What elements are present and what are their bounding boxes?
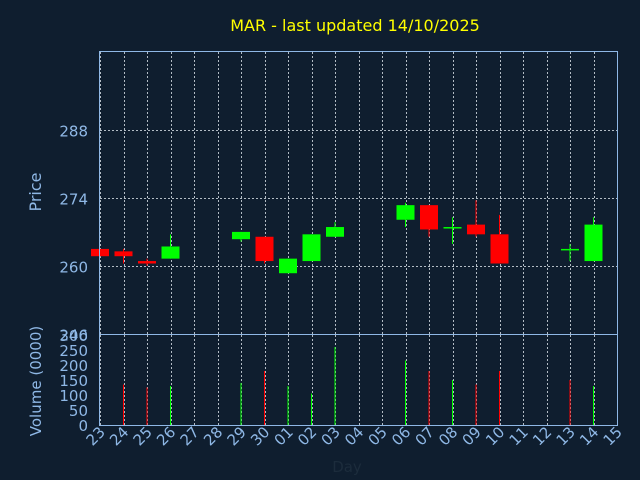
day-tick-label: 10 <box>482 423 508 449</box>
candle-body <box>302 234 321 262</box>
day-tick-label: 04 <box>341 423 367 449</box>
day-tick-label: 06 <box>388 423 414 449</box>
day-tick-label: 03 <box>318 423 344 449</box>
candle-body <box>443 227 462 229</box>
volume-tick-label: 200 <box>59 357 88 375</box>
candle-body <box>326 227 344 237</box>
candle-body <box>584 224 603 262</box>
price-grid <box>100 52 618 335</box>
price-tick-label: 260 <box>59 259 88 277</box>
day-tick-labels: 2324252627282930010203040506070809101112… <box>83 423 626 449</box>
volume-tick-label: 150 <box>59 372 88 390</box>
candle-body <box>232 231 250 240</box>
volume-tick-label: 50 <box>69 402 88 420</box>
candle-body <box>138 261 156 264</box>
volume-axis-label: Volume (0000) <box>27 326 45 436</box>
day-tick-label: 28 <box>200 423 226 449</box>
day-tick-label: 14 <box>576 423 602 449</box>
day-tick-label: 01 <box>271 423 297 449</box>
candle-body <box>490 234 509 264</box>
volume-tick-label: 300 <box>59 327 88 345</box>
volume-plot-frame <box>99 334 618 426</box>
volume-tick-label: 0 <box>78 417 88 435</box>
price-tick-label: 274 <box>59 191 88 209</box>
day-tick-label: 08 <box>435 423 461 449</box>
chart-title: MAR - last updated 14/10/2025 <box>230 16 480 35</box>
candle-body <box>467 224 485 235</box>
day-tick-label: 30 <box>247 423 273 449</box>
day-tick-label: 05 <box>365 423 391 449</box>
candle-body <box>561 248 579 251</box>
day-tick-label: 07 <box>412 423 438 449</box>
price-axis-label: Price <box>26 172 45 211</box>
price-tick-label: 288 <box>59 123 88 141</box>
day-tick-label: 25 <box>130 423 156 449</box>
day-tick-label: 27 <box>177 423 203 449</box>
day-axis-label: Day <box>332 458 362 476</box>
day-tick-label: 29 <box>224 423 250 449</box>
volume-grid <box>100 335 618 425</box>
day-tick-label: 13 <box>553 423 579 449</box>
day-tick-label: 11 <box>506 423 532 449</box>
candle-body <box>420 205 438 230</box>
candle-body <box>255 236 274 262</box>
day-tick-label: 02 <box>294 423 320 449</box>
day-tick-label: 24 <box>106 423 132 449</box>
candlestick-series <box>91 200 603 274</box>
volume-series <box>123 347 594 425</box>
candle-body <box>114 251 133 257</box>
day-tick-label: 26 <box>153 423 179 449</box>
day-tick-label: 09 <box>459 423 485 449</box>
price-plot-frame <box>99 51 618 335</box>
volume-tick-label: 250 <box>59 342 88 360</box>
day-tick-label: 15 <box>600 423 626 449</box>
price-tick-labels: 246 260 274 288 <box>59 123 88 345</box>
price-tick-label: 246 <box>59 327 88 345</box>
candle-body <box>161 246 180 259</box>
candle-body <box>396 205 415 220</box>
day-tick-label: 12 <box>529 423 555 449</box>
volume-tick-label: 100 <box>59 387 88 405</box>
candle-body <box>279 258 297 274</box>
